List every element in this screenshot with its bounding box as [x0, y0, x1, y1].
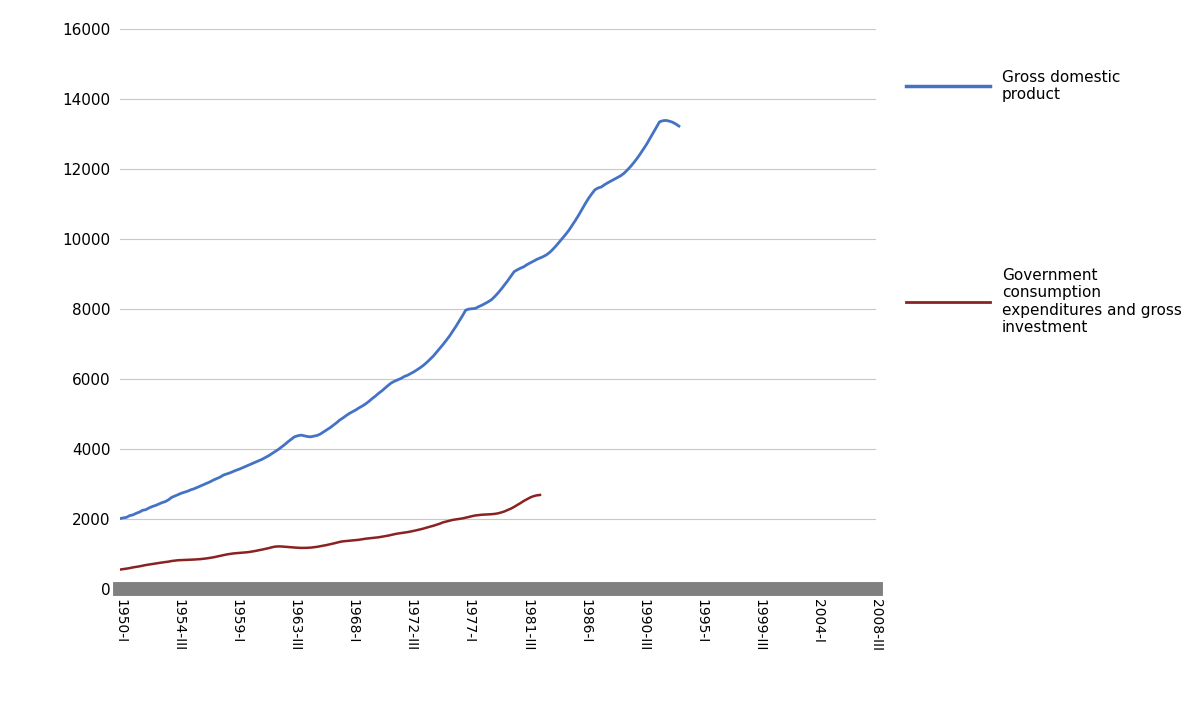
Text: Government
consumption
expenditures and gross
investment: Government consumption expenditures and … — [1002, 268, 1182, 335]
Text: Gross domestic
product: Gross domestic product — [1002, 70, 1121, 103]
